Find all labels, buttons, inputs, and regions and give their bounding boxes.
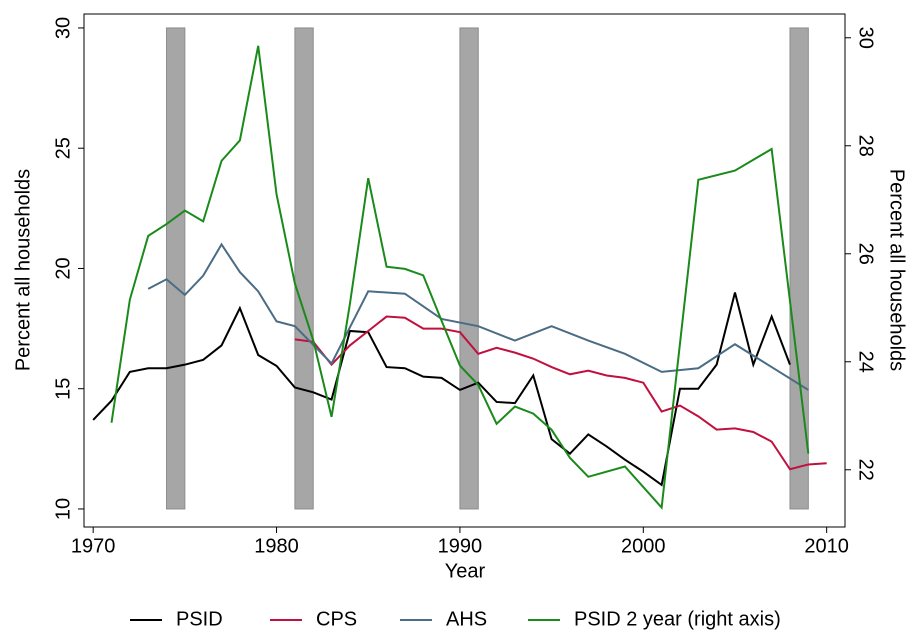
y2-tick-label: 26 [855,243,877,265]
series-line [147,242,809,391]
x-tick-label: 2000 [621,535,666,557]
legend-label: CPS [316,608,357,630]
y-axis-title: Percent all households [12,169,34,371]
y2-tick-label: 22 [855,459,877,481]
shaded-region [789,27,809,510]
y2-tick-label: 24 [855,351,877,373]
shaded-region [166,27,186,510]
x-tick-label: 2010 [804,535,849,557]
series-line [294,315,827,471]
series-line [92,292,791,487]
shaded-region [294,27,314,510]
plot-frame [83,13,846,528]
x-axis-title: Year [445,560,486,582]
x-tick-label: 1970 [71,535,116,557]
y-tick-label: 25 [52,137,74,159]
legend-label: PSID 2 year (right axis) [574,608,781,630]
y2-axis-title: Percent all households [886,169,908,371]
legend-label: AHS [446,608,487,630]
y-tick-label: 15 [52,378,74,400]
y2-tick-label: 28 [855,135,877,157]
y-tick-label: 20 [52,257,74,279]
legend-label: PSID [176,608,223,630]
y-tick-label: 10 [52,498,74,520]
x-tick-label: 1980 [254,535,299,557]
series-line [110,45,810,510]
y2-tick-label: 30 [855,27,877,49]
shaded-region [459,27,479,510]
y-tick-label: 30 [52,17,74,39]
x-tick-label: 1990 [438,535,483,557]
